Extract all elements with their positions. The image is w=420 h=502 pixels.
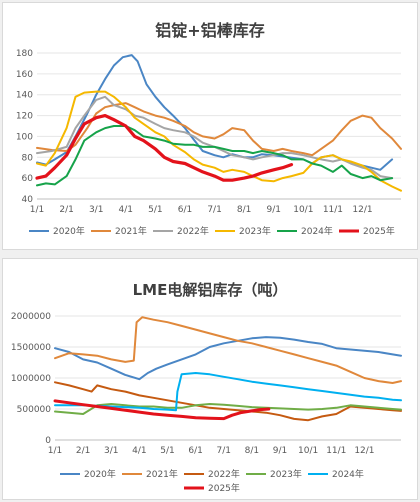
series-line-2: [36, 95, 394, 180]
series-line-3: [36, 90, 402, 192]
legend-label: 2022年: [208, 468, 240, 480]
chart-title: 铝锭+铝棒库存: [155, 21, 265, 40]
chart-panel-aluminum-ingot-bar-inventory: 铝锭+铝棒库存 40 60 80 100 120 140 160 180 1/1 2/1 3/1 4/…: [2, 2, 418, 250]
y-tick-label: 60: [22, 174, 34, 184]
legend-label: 2025年: [208, 482, 240, 494]
x-tick-label: 2/1: [76, 446, 90, 456]
series-line-3: [54, 403, 402, 415]
x-tick-label: 10/1: [298, 446, 318, 456]
x-tick-label: 7/1: [217, 446, 231, 456]
legend-label: 2024年: [332, 468, 364, 480]
x-tick-label: 1/1: [30, 205, 44, 215]
legend-label: 2020年: [53, 225, 85, 237]
x-tick-label: 4/1: [132, 446, 146, 456]
chart-svg: 40 60 80 100 120 140 160 180 1/1 2/1 3/1 4/1 5/1 6/1 7…: [16, 49, 402, 237]
y-tick-label: 180: [16, 49, 33, 59]
x-tick-label: 11/1: [323, 205, 343, 215]
series-line-1: [36, 102, 402, 157]
x-tick-label: 7/1: [207, 205, 221, 215]
x-tick-label: 1/1: [48, 446, 62, 456]
series-line-5: [53, 399, 271, 421]
chart-svg: 0 500000 1000000 1500000 2000000 1/1 2/1 3/1 4/1…: [11, 312, 402, 494]
y-tick-label: 1000000: [11, 374, 51, 384]
series-line-4: [54, 372, 402, 412]
x-tick-label: 2/1: [59, 205, 73, 215]
y-tick-label: 2000000: [11, 312, 51, 322]
y-tick-label: 140: [16, 91, 33, 101]
series-line-5: [35, 114, 294, 182]
y-tick-label: 1500000: [11, 343, 51, 353]
x-tick-label: 5/1: [160, 446, 174, 456]
legend-label: 2023年: [270, 468, 302, 480]
x-tick-label: 10/1: [293, 205, 313, 215]
x-tick-label: 5/1: [148, 205, 162, 215]
x-tick-label: 8/1: [237, 205, 251, 215]
x-tick-label: 11/1: [326, 446, 346, 456]
legend-label: 2021年: [115, 225, 147, 237]
legend-label: 2024年: [301, 225, 333, 237]
series-line-0: [36, 54, 394, 171]
y-tick-label: 0: [45, 436, 51, 446]
x-tick-label: 6/1: [178, 205, 192, 215]
x-tick-label: 6/1: [188, 446, 202, 456]
x-tick-label: 4/1: [119, 205, 133, 215]
y-tick-label: 160: [16, 70, 33, 80]
x-tick-label: 9/1: [273, 446, 287, 456]
y-tick-label: 500000: [17, 405, 52, 415]
y-tick-label: 80: [22, 153, 34, 163]
x-tick-label: 8/1: [245, 446, 259, 456]
chart-panel-lme-aluminum-inventory: LME电解铝库存（吨） 0 500000 1000000 1500000 2000000…: [2, 258, 418, 500]
legend-label: 2022年: [177, 225, 209, 237]
y-tick-label: 40: [22, 195, 34, 205]
x-tick-label: 3/1: [104, 446, 118, 456]
series-line-4: [36, 125, 394, 187]
x-tick-label: 12/1: [354, 446, 374, 456]
legend-label: 2020年: [84, 468, 116, 480]
legend-label: 2023年: [239, 225, 271, 237]
series-line-0: [54, 336, 402, 381]
x-tick-label: 3/1: [89, 205, 103, 215]
y-tick-label: 100: [16, 132, 33, 142]
chart-title: LME电解铝库存（吨）: [132, 281, 288, 299]
x-tick-label: 12/1: [352, 205, 372, 215]
y-tick-label: 120: [16, 112, 33, 122]
series-line-2: [54, 381, 402, 422]
series-line-1: [54, 316, 402, 384]
legend-label: 2021年: [146, 468, 178, 480]
x-tick-label: 9/1: [267, 205, 281, 215]
legend-label: 2025年: [363, 225, 395, 237]
